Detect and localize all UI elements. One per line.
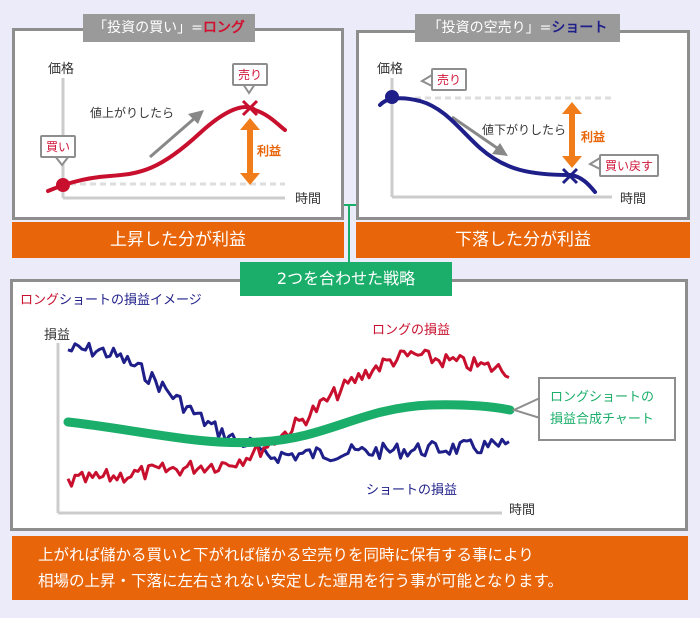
short-panel [356,30,690,220]
long-price-line [46,105,287,193]
combined-title-rest: の損益イメージ [111,293,202,308]
composite-label-line1: ロングショートの [550,390,655,405]
short-y-label: 価格 [377,62,404,77]
short-x-label: 時間 [620,192,647,207]
short-panel-title: 「投資の空売り」=ショート [415,14,620,42]
buy-point [56,178,70,192]
combined-title: ロングショートの損益イメージ [20,289,202,308]
composite-pnl-line [63,400,515,448]
long-trend-label: 値上がりしたら [90,106,175,120]
long-title-prefix: 「投資の買い」= [93,20,203,36]
combined-title-long: ロング [20,293,60,308]
long-pnl-line [66,348,510,488]
footer-line-2: 相場の上昇・下落に左右されない安定した運用を行う事が可能となります。 [38,572,563,590]
short-title-prefix: 「投資の空売り」= [427,20,552,36]
composite-label-line2: 損益合成チャート [550,412,654,427]
long-summary-bar: 上昇した分が利益 [12,222,344,258]
footer-line-1: 上がれば儲かる買いと下がれば儲かる空売りを同時に保有する事により [38,546,534,564]
short-trend-arrow [451,115,501,152]
short-sell-point [385,90,399,104]
long-trend-arrow [149,115,197,159]
combined-title-short: ショート [59,293,112,308]
short-sell-callout: 売り [431,68,468,91]
short-trend-label: 値下がりしたら [482,123,567,137]
short-pnl-label: ショートの損益 [366,483,458,498]
long-x-label: 時間 [295,192,322,207]
buyback-callout: 買い戻す [599,154,660,177]
short-profit-label: 利益 [581,130,606,144]
short-summary-bar: 下落した分が利益 [356,222,690,258]
long-title-term: ロング [202,20,245,36]
long-y-label: 価格 [48,62,75,77]
long-panel-title: 「投資の買い」=ロング [83,14,255,42]
combined-strategy-label: 2つを合わせた戦略 [240,262,452,296]
short-trend-arrowhead [492,143,508,156]
buy-callout: 買い [40,135,77,158]
buyback-point-x-icon [561,167,579,185]
pnl-x-label: 時間 [509,503,536,518]
pnl-y-label: 損益 [44,328,71,343]
footer-explanation: 上がれば儲かる買いと下がれば儲かる空売りを同時に保有する事により 相場の上昇・下… [12,536,688,600]
short-title-term: ショート [551,20,608,36]
short-pnl-line [67,341,510,465]
short-price-line [378,96,597,194]
long-pnl-label: ロングの損益 [372,323,451,338]
long-trend-arrowhead [188,110,204,124]
sell-point-x-icon [241,99,259,117]
sell-callout: 売り [232,63,269,86]
composite-callout: ロングショートの 損益合成チャート [538,377,676,441]
long-profit-label: 利益 [257,144,282,158]
